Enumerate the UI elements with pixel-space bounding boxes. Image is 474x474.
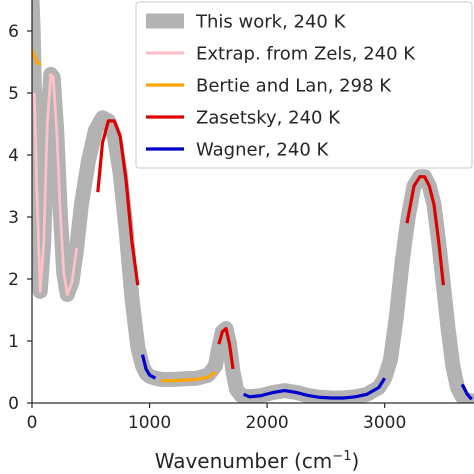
- series-line-5-part-2: [242, 377, 387, 400]
- legend-label: Bertie and Lan, 298 K: [196, 76, 392, 97]
- y-tick-label: 3: [8, 208, 19, 228]
- series-line-2-part-1: [33, 73, 79, 296]
- y-tick-label: 5: [8, 84, 19, 104]
- legend: This work, 240 K Extrap. from Zels, 240 K…: [135, 1, 473, 169]
- legend-label: This work, 240 K: [195, 12, 347, 33]
- y-tick-label: 0: [8, 394, 19, 414]
- series-line-4-part-3: [405, 175, 445, 286]
- axes-frame: [31, 0, 474, 404]
- y-tick-label: 1: [8, 332, 19, 352]
- legend-label: Zasetsky, 240 K: [196, 108, 341, 129]
- x-axis-label-sup: −1: [332, 449, 351, 464]
- legend-label: Extrap. from Zels, 240 K: [196, 44, 416, 65]
- x-tick-label: 2000: [245, 413, 288, 433]
- x-axis-label-tail: ): [351, 449, 359, 473]
- x-axis-label-main: Wavenumber (cm: [155, 449, 333, 473]
- legend-label: Wagner, 240 K: [196, 140, 330, 161]
- x-tick-label: 1000: [128, 413, 171, 433]
- ticks: 0 1000 2000 3000 0 1 2 3 4 5 6: [8, 22, 406, 433]
- series-line-3-part-2: [161, 370, 217, 383]
- series-line-4-part-1: [96, 119, 140, 286]
- x-axis-label: Wavenumber (cm−1): [155, 449, 360, 473]
- y-tick-label: 6: [8, 22, 19, 42]
- series-line-5-part-1: [140, 354, 157, 380]
- plot-lines: [32, 0, 474, 403]
- series-line-3-part-1: [32, 49, 42, 67]
- y-tick-label: 2: [8, 270, 19, 290]
- y-tick-label: 4: [8, 146, 19, 166]
- series-line-5-part-3: [460, 383, 473, 401]
- x-tick-label: 0: [27, 413, 38, 433]
- series-line-4-part-2: [217, 327, 235, 370]
- x-tick-label: 3000: [363, 413, 406, 433]
- legend-box: [135, 1, 473, 169]
